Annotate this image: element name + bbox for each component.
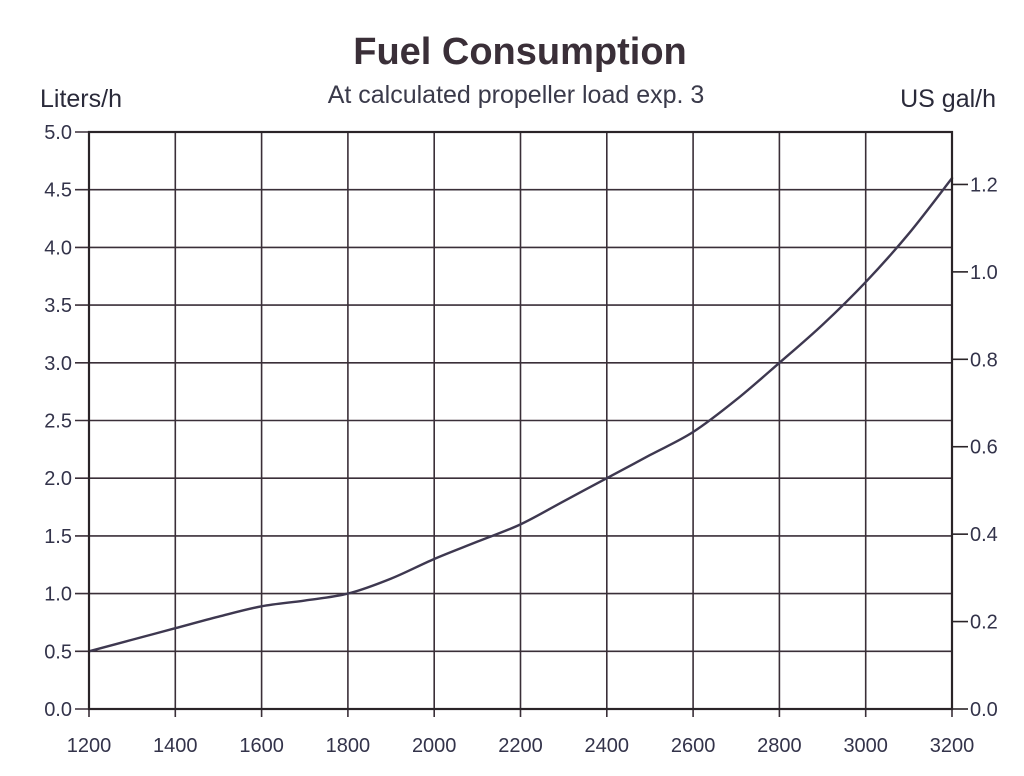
y-left-tick-label: 1.5 [44, 526, 72, 548]
y-left-tick-label: 0.0 [44, 699, 72, 721]
y-right-tick-label: 1.0 [970, 262, 998, 284]
tick-labels: 1200 1400 1600 1800 2000 2200 2400 2600 2800 3000… [44, 122, 998, 757]
x-tick-label: 2400 [585, 735, 630, 757]
y-right-tick-label: 0.4 [970, 524, 998, 546]
y-left-tick-label: 4.0 [44, 237, 72, 259]
series-layer [87, 176, 954, 653]
x-tick-label: 2600 [671, 735, 716, 757]
x-tick-label: 2000 [412, 735, 457, 757]
fuel-consumption-line [87, 176, 954, 653]
left-axis-unit: Liters/h [40, 85, 122, 113]
y-right-tick-label: 0.0 [970, 699, 998, 721]
y-left-tick-label: 4.5 [44, 180, 72, 202]
x-tick-label: 1200 [67, 735, 112, 757]
x-tick-label: 1600 [239, 735, 284, 757]
y-right-tick-label: 1.2 [970, 174, 998, 196]
y-right-tick-label: 0.6 [970, 437, 998, 459]
x-tick-label: 3000 [843, 735, 888, 757]
y-left-tick-label: 2.5 [44, 411, 72, 433]
right-axis-unit: US gal/h [900, 85, 996, 113]
grid [75, 131, 953, 717]
y-left-tick-label: 1.0 [44, 584, 72, 606]
x-tick-label: 1400 [153, 735, 198, 757]
y-left-tick-label: 2.0 [44, 468, 72, 490]
x-tick-label: 2800 [757, 735, 802, 757]
y-right-tick-label: 0.8 [970, 349, 998, 371]
y-right-tick-label: 0.2 [970, 612, 998, 634]
y-left-tick-label: 5.0 [44, 122, 72, 144]
x-tick-label: 2200 [498, 735, 543, 757]
x-tick-label: 3200 [930, 735, 975, 757]
y-left-tick-label: 3.0 [44, 353, 72, 375]
x-tick-label: 1800 [326, 735, 371, 757]
chart-title: Fuel Consumption [353, 31, 687, 73]
plot-frame [87, 130, 954, 711]
y-left-tick-label: 3.5 [44, 295, 72, 317]
y-left-tick-label: 0.5 [44, 641, 72, 663]
chart-subtitle: At calculated propeller load exp. 3 [328, 81, 705, 109]
